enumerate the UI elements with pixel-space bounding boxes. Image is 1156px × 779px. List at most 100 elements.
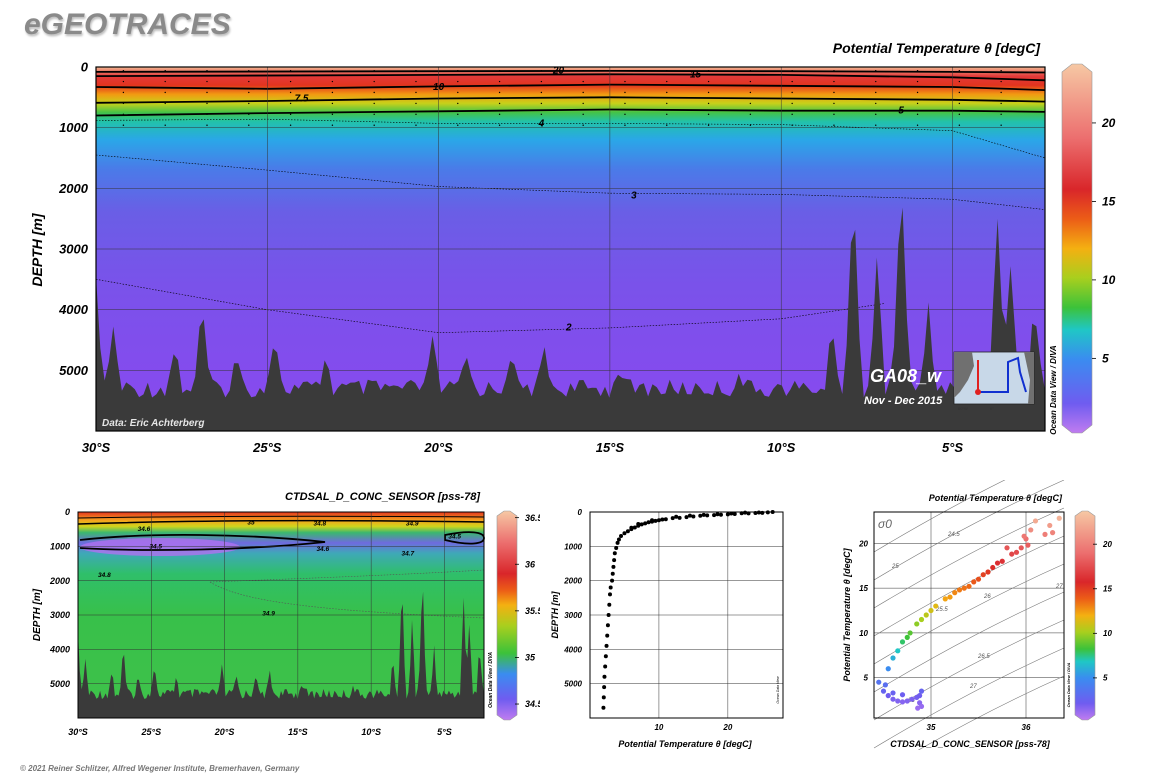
station-dot — [707, 91, 710, 94]
station-dot — [749, 69, 752, 72]
contour-label: 34.5 — [149, 544, 162, 551]
profile-point — [612, 558, 617, 563]
station-dot — [498, 102, 501, 105]
station-dot — [248, 124, 250, 126]
station-dot — [749, 124, 752, 126]
station-dot — [582, 80, 584, 83]
ts-point — [994, 560, 1001, 566]
ts-point — [895, 648, 901, 654]
station-dot — [206, 124, 208, 126]
station-dot — [373, 102, 375, 105]
y-tick-label: 2000 — [49, 576, 70, 586]
ts-point — [1042, 531, 1048, 537]
colorbar-tick-label: 10 — [1103, 629, 1112, 638]
station-dot — [457, 124, 459, 126]
station-dot — [540, 69, 543, 72]
isopycnal-line — [917, 675, 1065, 750]
station-dot — [373, 91, 375, 94]
station-dot — [373, 80, 375, 83]
main-watermark: Ocean Data View / DIVA — [1049, 345, 1058, 435]
profile-point — [725, 512, 730, 517]
salinity-x-axis: 30°S 25°S 20°S 15°S 10°S 5°S — [68, 727, 452, 737]
ts-point — [961, 585, 967, 591]
isopycnal-line — [873, 619, 1065, 721]
station-dot — [624, 102, 626, 105]
salinity-contour-35 — [77, 519, 485, 525]
station-dot — [958, 102, 961, 105]
salinity-bathymetry — [78, 591, 484, 718]
station-dot — [540, 80, 543, 83]
station-dot — [248, 113, 250, 116]
ts-plot-area — [874, 512, 1064, 718]
x-tick-label: 30°S — [68, 727, 88, 737]
x-tick-label: 20 — [722, 723, 732, 732]
profile-point — [604, 643, 609, 648]
station-dot — [875, 69, 877, 72]
ts-point — [1009, 551, 1015, 557]
isopycnal-line — [873, 647, 1065, 749]
profile-point — [611, 564, 616, 569]
main-colorbar — [1061, 63, 1093, 434]
station-dot — [833, 80, 835, 83]
station-dot — [833, 91, 835, 94]
station-dot — [833, 102, 835, 105]
station-dot — [122, 69, 125, 72]
profile-point — [674, 514, 679, 519]
svg-text:0°: 0° — [990, 406, 994, 411]
ts-chart: Potential Temperature θ [degC] 24.5 25 25.… — [842, 480, 1112, 750]
profile-point — [602, 674, 607, 679]
salinity-watermark: Ocean Data View / DIVA — [488, 652, 494, 708]
colorbar-tick-label: 20 — [1102, 540, 1112, 549]
station-dot — [707, 80, 710, 83]
profile-point — [701, 512, 706, 517]
station-dot — [582, 124, 584, 126]
y-tick-label: 4000 — [563, 645, 582, 654]
station-dot — [1000, 124, 1002, 126]
y-tick-label: 20 — [858, 539, 868, 548]
station-dot — [916, 124, 919, 126]
salinity-minimum-core — [80, 538, 240, 556]
ts-point — [904, 698, 910, 704]
ts-point — [966, 583, 972, 589]
profile-point — [603, 664, 608, 669]
profile-point — [607, 602, 612, 607]
ts-point — [899, 639, 906, 645]
station-dot — [331, 80, 334, 83]
profile-point — [656, 518, 661, 523]
station-dot — [289, 80, 292, 83]
station-dot — [833, 113, 835, 116]
profile-point — [653, 518, 658, 523]
station-dot — [749, 80, 752, 83]
profile-point — [660, 517, 665, 522]
station-dot — [958, 113, 961, 116]
station-dot — [457, 91, 459, 94]
station-dot — [875, 91, 877, 94]
ts-point — [918, 688, 925, 694]
ts-point — [890, 655, 896, 661]
profile-point — [646, 520, 651, 525]
station-dot — [916, 113, 919, 116]
x-tick-label: 5°S — [942, 440, 963, 455]
ts-point — [890, 696, 896, 702]
isopycnal-label: 26.5 — [977, 654, 990, 660]
station-dot — [498, 69, 501, 72]
station-dot — [289, 113, 292, 116]
y-tick-label: 10 — [859, 629, 868, 638]
station-dot — [289, 69, 292, 72]
station-dot — [707, 69, 710, 72]
salinity-section-chart: CTDSAL_D_CONC_SENSOR [pss-78] 34.6 35 34.8… — [32, 491, 540, 737]
station-dot — [916, 69, 919, 72]
colorbar-tick-label: 5 — [1102, 352, 1109, 366]
profile-point — [610, 578, 615, 583]
ts-point — [990, 564, 996, 571]
station-dot — [206, 113, 208, 116]
station-dot — [707, 124, 710, 126]
station-dot — [331, 102, 334, 105]
ts-point — [899, 699, 906, 705]
contour-label: 7.5 — [295, 94, 309, 105]
profile-y-axis: 0 1000 2000 3000 4000 5000 — [563, 508, 582, 689]
isopycnal-label: 27 — [969, 684, 977, 690]
station-dot — [875, 124, 877, 126]
ts-colorbar-ticks: 5 10 15 20 — [1093, 540, 1112, 683]
svg-text:60°W: 60°W — [958, 406, 968, 411]
